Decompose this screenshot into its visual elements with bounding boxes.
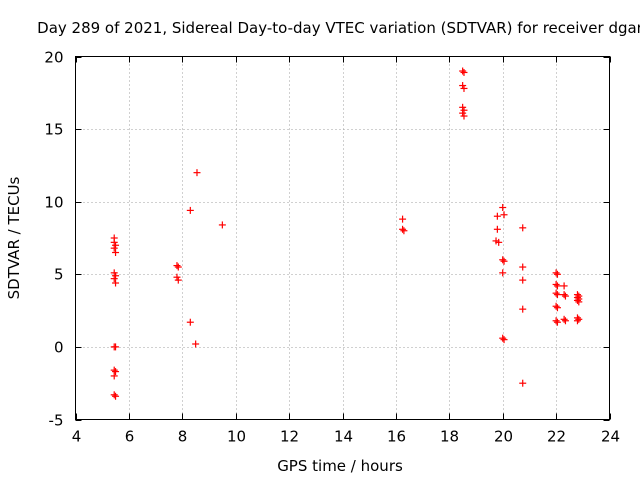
data-point — [493, 212, 501, 220]
x-tick-label: 4 — [72, 428, 82, 446]
data-point — [553, 291, 561, 299]
y-tick-label: 10 — [44, 194, 63, 212]
data-point — [493, 225, 501, 233]
data-point — [560, 291, 568, 299]
plot-area — [75, 56, 610, 420]
y-tick-label: 5 — [54, 266, 64, 284]
data-point — [495, 238, 503, 246]
data-point — [553, 282, 561, 290]
data-point — [519, 224, 527, 232]
data-point — [553, 318, 561, 326]
x-tick-label: 12 — [280, 428, 299, 446]
data-point — [459, 67, 467, 75]
data-point — [186, 206, 194, 214]
x-axis-label: GPS time / hours — [277, 457, 403, 475]
data-point — [552, 289, 560, 297]
data-point — [560, 315, 568, 323]
data-point — [553, 270, 561, 278]
data-point — [575, 298, 583, 306]
x-tick-label: 22 — [547, 428, 566, 446]
x-axis: 4 6 8 10 12 14 16 18 20 22 24 — [72, 56, 620, 446]
data-point — [500, 336, 508, 344]
data-point — [573, 296, 581, 304]
data-point — [561, 317, 569, 325]
x-tick-label: 18 — [440, 428, 459, 446]
data-point — [110, 391, 118, 399]
data-point — [519, 379, 527, 387]
data-point — [112, 279, 120, 287]
data-point — [460, 84, 468, 92]
data-point — [553, 304, 561, 312]
data-point — [174, 263, 182, 271]
data-point — [110, 275, 118, 283]
y-tick-label: 15 — [44, 121, 63, 139]
y-axis-label: SDTVAR / TECUs — [5, 176, 23, 299]
data-point — [112, 343, 120, 351]
data-point — [110, 244, 118, 252]
data-point — [519, 305, 527, 313]
data-point — [192, 340, 200, 348]
x-tick-label: 8 — [178, 428, 188, 446]
data-point — [500, 211, 508, 219]
data-point — [560, 282, 568, 290]
data-point — [186, 318, 194, 326]
y-tick-label: 20 — [44, 49, 63, 67]
data-point — [112, 249, 120, 257]
data-point — [174, 276, 182, 284]
data-point — [112, 368, 120, 376]
x-tick-label: 6 — [125, 428, 135, 446]
data-point — [399, 215, 407, 223]
data-point — [193, 169, 201, 177]
data-point — [218, 221, 226, 229]
data-point — [575, 315, 583, 323]
data-point — [400, 227, 408, 235]
data-point — [112, 392, 120, 400]
data-point — [499, 334, 507, 342]
data-point — [499, 269, 507, 277]
x-tick-label: 10 — [227, 428, 246, 446]
chart-title: Day 289 of 2021, Sidereal Day-to-day VTE… — [37, 19, 640, 37]
data-point — [552, 302, 560, 310]
data-point — [573, 317, 581, 325]
data-point — [110, 372, 118, 380]
x-tick-label: 20 — [494, 428, 513, 446]
data-point — [173, 262, 181, 270]
y-axis: -5 0 5 10 15 20 — [44, 49, 610, 430]
y-tick-label: -5 — [49, 412, 64, 430]
series-sdtvar — [110, 67, 583, 400]
x-tick-label: 14 — [334, 428, 353, 446]
data-point — [519, 276, 527, 284]
data-point — [460, 68, 468, 76]
x-tick-label: 16 — [387, 428, 406, 446]
data-point — [552, 280, 560, 288]
data-point — [499, 256, 507, 264]
data-point — [552, 269, 560, 277]
y-tick-label: 0 — [54, 339, 64, 357]
data-point — [561, 292, 569, 300]
data-point — [552, 317, 560, 325]
data-point — [500, 257, 508, 265]
data-point — [499, 204, 507, 212]
grid — [75, 56, 610, 420]
x-tick-label: 24 — [601, 428, 620, 446]
data-point — [399, 225, 407, 233]
data-point — [460, 112, 468, 120]
data-point — [519, 263, 527, 271]
